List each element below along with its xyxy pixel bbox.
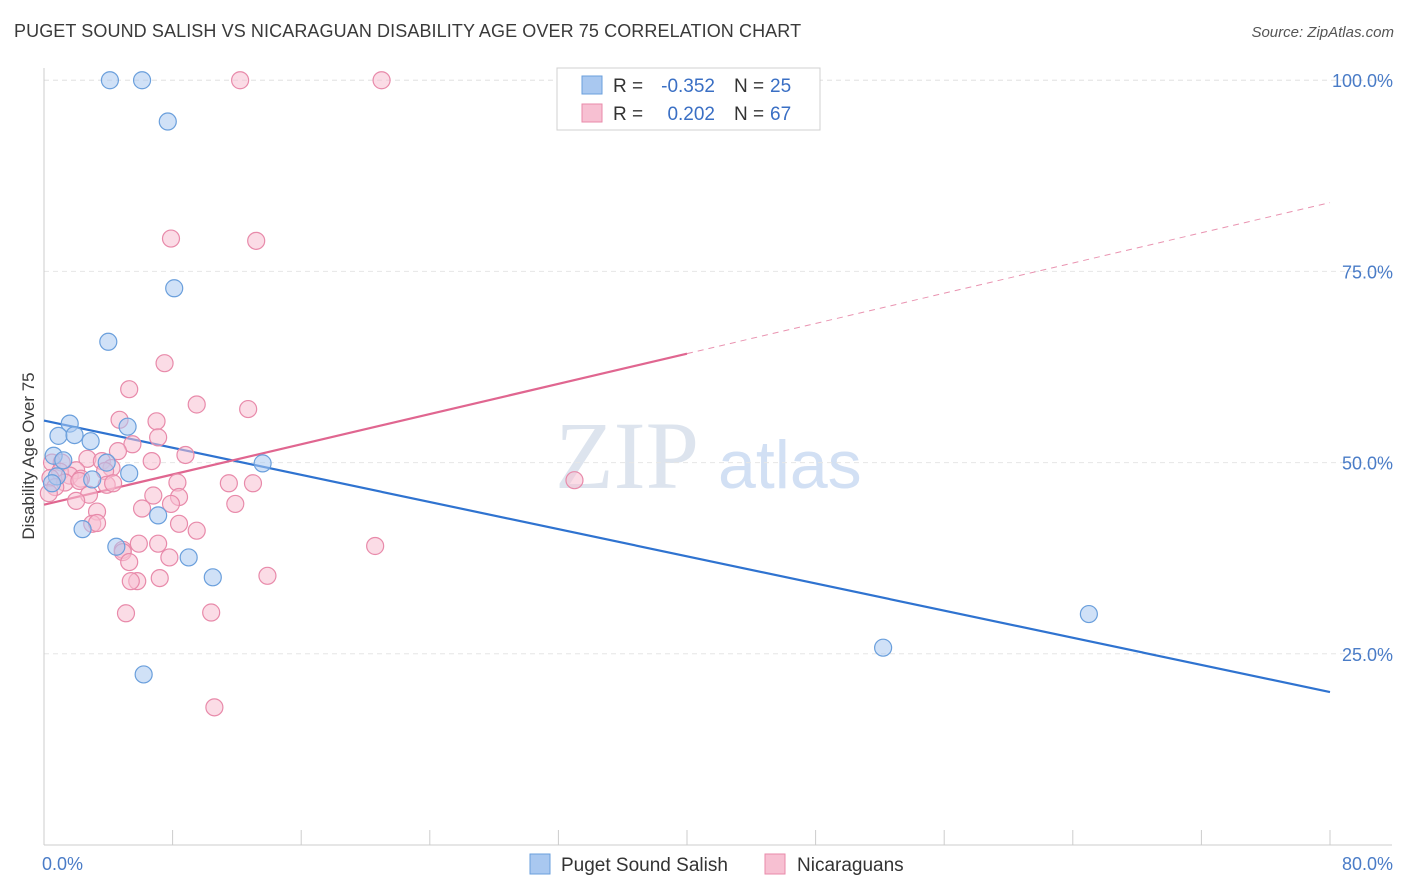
point-salish-0 [100,71,120,90]
legend-swatch-salish [581,75,603,95]
y-tick-label-75: 75.0% [1342,262,1393,282]
bottom-legend-label-nicaraguans: Nicaraguans [797,855,904,876]
point-salish-1 [132,71,152,90]
legend-n-label-2: N = [734,104,769,125]
point-nicaraguan-11 [123,435,142,454]
series-legend: Puget Sound Salish Nicaraguans [529,853,904,876]
point-salish-2 [158,112,177,131]
point-salish-23 [1079,604,1098,624]
point-nicaraguan-60 [202,603,221,622]
point-nicaraguan-6 [187,395,206,414]
point-salish-8 [81,432,100,451]
point-nicaraguan-12 [108,442,128,461]
point-nicaraguan-2 [161,229,181,248]
point-nicaraguan-3 [247,231,266,250]
legend-n-label-1: N = [734,76,769,97]
point-nicaraguan-54 [120,552,139,572]
y-tick-label-50: 50.0% [1342,454,1393,474]
legend-r-value-1: -0.352 [661,76,715,97]
point-nicaraguan-34 [565,471,584,490]
point-nicaraguan-4 [155,354,174,373]
point-nicaraguan-55 [258,566,277,585]
point-nicaraguan-37 [67,491,86,510]
point-nicaraguan-7 [239,399,258,419]
point-nicaraguan-49 [129,534,148,553]
point-salish-25 [134,665,153,684]
point-salish-12 [97,453,116,472]
point-nicaraguan-56 [150,568,169,588]
point-salish-19 [73,520,92,539]
point-nicaraguan-46 [169,514,189,533]
point-nicaraguan-38 [144,486,163,505]
point-salish-18 [149,506,168,525]
point-salish-13 [253,454,272,473]
point-salish-11 [54,451,73,470]
chart-title: PUGET SOUND SALISH VS NICARAGUAN DISABIL… [14,21,802,41]
point-salish-16 [83,470,102,489]
point-nicaraguan-30 [104,474,123,493]
y-tick-labels: 25.0% 50.0% 75.0% 100.0% [1332,71,1393,665]
legend-n-value-2: 67 [770,104,791,125]
y-tick-label-25: 25.0% [1342,645,1393,665]
chart-source: Source: ZipAtlas.com [1251,24,1394,41]
point-salish-3 [165,279,184,298]
point-nicaraguan-32 [219,474,238,493]
point-nicaraguan-1 [372,71,391,90]
point-salish-9 [118,417,137,436]
point-nicaraguan-33 [243,474,263,493]
point-salish-24 [874,638,893,657]
point-salish-14 [120,464,139,483]
point-salish-22 [203,568,222,587]
point-nicaraguan-47 [187,521,206,540]
bottom-legend-swatch-salish [529,853,551,875]
watermark-zip: ZIP [555,402,699,509]
point-nicaraguan-18 [142,451,161,471]
point-salish-6 [49,426,68,445]
y-axis-label: Disability Age Over 75 [19,372,38,539]
point-nicaraguan-0 [231,71,250,90]
legend-n-value-1: 25 [770,76,791,97]
x-tick-label-max: 80.0% [1342,854,1393,874]
point-nicaraguan-50 [366,536,385,556]
point-salish-20 [107,537,126,556]
point-nicaraguan-9 [147,412,166,431]
point-salish-7 [65,425,84,445]
watermark-atlas: atlas [718,427,862,503]
point-nicaraguan-40 [161,494,181,514]
bottom-legend-swatch-nicaraguans [764,853,786,875]
legend-r-label-1: R = [613,76,648,97]
point-salish-4 [99,332,118,351]
gridlines [44,79,1392,655]
correlation-legend: R = -0.352 N = 25 R = 0.202 N = 67 [556,67,821,131]
legend-r-label-2: R = [613,104,648,125]
point-salish-21 [179,548,198,567]
point-nicaraguan-41 [226,494,245,514]
point-salish-17 [42,474,62,493]
point-nicaraguan-53 [160,548,179,567]
point-nicaraguan-48 [149,534,168,553]
x-tick-label-min: 0.0% [42,854,83,874]
point-nicaraguan-13 [176,445,195,465]
point-nicaraguan-61 [205,698,224,717]
trend-line-extension-1 [686,202,1331,355]
legend-swatch-nicaraguans [581,103,603,123]
trend-line-1 [43,352,688,506]
bottom-legend-label-salish: Puget Sound Salish [561,855,728,876]
point-nicaraguan-10 [149,428,168,447]
y-tick-label-100: 100.0% [1332,71,1393,91]
point-nicaraguan-59 [116,604,136,623]
point-nicaraguan-42 [132,499,152,518]
legend-r-value-2: 0.202 [667,104,715,125]
point-nicaraguan-5 [120,380,139,399]
axes [43,68,1392,846]
data-points [39,71,1098,717]
point-nicaraguan-58 [121,572,140,591]
